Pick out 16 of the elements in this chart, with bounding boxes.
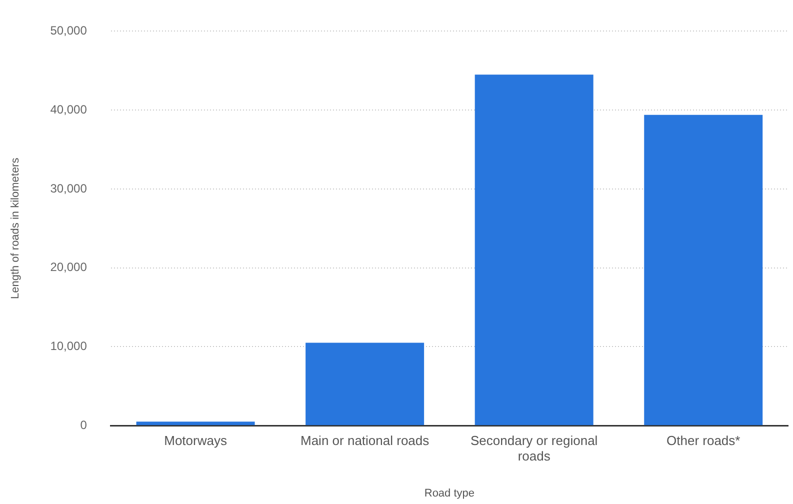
bar bbox=[474, 74, 594, 426]
y-tick-label: 50,000 bbox=[50, 24, 88, 38]
x-tick-label: Secondary or regional roads bbox=[470, 432, 598, 464]
y-tick-label: 20,000 bbox=[50, 260, 88, 274]
y-tick-label: 10,000 bbox=[50, 339, 88, 354]
x-axis-title: Road type bbox=[424, 487, 475, 500]
y-tick-label: 0 bbox=[80, 418, 88, 432]
bar bbox=[644, 114, 763, 426]
y-axis-title: Length of roads in kilometers bbox=[10, 157, 22, 300]
y-tick-label: 30,000 bbox=[50, 181, 88, 196]
x-tick-label: Motorways bbox=[164, 432, 228, 448]
bar bbox=[136, 422, 255, 426]
x-tick-label: Main or national roads bbox=[300, 432, 430, 448]
x-tick-label: Other roads* bbox=[666, 432, 740, 448]
y-tick-label: 40,000 bbox=[50, 102, 88, 116]
bar bbox=[306, 342, 424, 426]
